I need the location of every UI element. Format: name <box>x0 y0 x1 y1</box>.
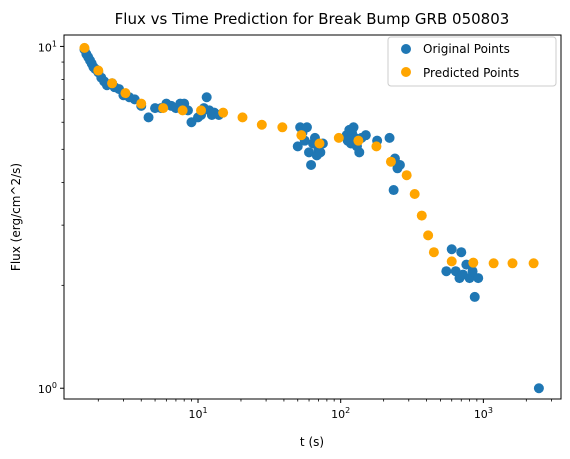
data-point <box>306 159 317 170</box>
data-point <box>93 65 104 76</box>
data-point <box>401 170 412 181</box>
data-point <box>304 147 315 158</box>
data-point <box>468 257 479 268</box>
data-point <box>385 156 396 167</box>
data-point <box>136 98 147 109</box>
points-layer <box>79 42 544 394</box>
data-point <box>467 266 478 277</box>
data-point <box>416 210 427 221</box>
legend-box <box>387 36 557 87</box>
ticks-layer: 101 102 103 100 101 <box>38 39 552 421</box>
data-point <box>314 138 325 149</box>
data-point <box>360 130 371 141</box>
chart-title: Flux vs Time Prediction for Break Bump G… <box>115 10 510 28</box>
data-point <box>384 132 395 143</box>
data-point <box>333 132 344 143</box>
data-point <box>296 130 307 141</box>
data-point <box>469 291 480 302</box>
data-point <box>237 112 248 123</box>
data-point <box>533 383 544 394</box>
data-point <box>292 141 303 152</box>
data-point <box>507 258 518 269</box>
y-axis-label: Flux (erg/cm^2/s) <box>9 163 23 271</box>
data-point <box>315 147 326 158</box>
data-point <box>158 103 169 114</box>
data-point <box>371 141 382 152</box>
x-tick-label: 101 <box>188 406 207 421</box>
data-point <box>354 147 365 158</box>
y-tick-label: 100 <box>38 381 57 396</box>
data-point <box>428 247 439 258</box>
plot-frame <box>63 34 562 400</box>
data-point <box>528 258 539 269</box>
data-point <box>107 78 118 89</box>
data-point <box>388 185 399 196</box>
x-axis-label: t (s) <box>300 435 324 449</box>
data-point <box>353 135 364 146</box>
y-tick-label: 101 <box>38 39 57 54</box>
data-point <box>394 159 405 170</box>
data-point <box>301 122 312 133</box>
data-point <box>79 42 90 53</box>
data-point <box>277 122 288 133</box>
data-point <box>456 247 467 258</box>
x-tick-label: 103 <box>474 406 493 421</box>
data-point <box>423 230 434 241</box>
legend-marker-original <box>401 44 411 54</box>
data-point <box>120 88 131 99</box>
legend-label-predicted: Predicted Points <box>423 66 519 80</box>
data-point <box>256 119 267 130</box>
data-point <box>473 273 484 284</box>
data-point <box>446 256 457 267</box>
series-1 <box>79 42 539 269</box>
data-point <box>177 105 188 116</box>
data-point <box>441 266 452 277</box>
legend-marker-predicted <box>401 67 411 77</box>
legend-label-original: Original Points <box>423 42 510 56</box>
data-point <box>143 112 154 123</box>
data-point <box>348 122 359 133</box>
data-point <box>196 105 207 116</box>
legend: Original Points Predicted Points <box>387 36 557 87</box>
data-point <box>488 258 499 269</box>
data-point <box>409 189 420 200</box>
data-point <box>446 244 457 255</box>
x-tick-label: 102 <box>331 406 350 421</box>
data-point <box>201 92 212 103</box>
data-point <box>218 107 229 118</box>
